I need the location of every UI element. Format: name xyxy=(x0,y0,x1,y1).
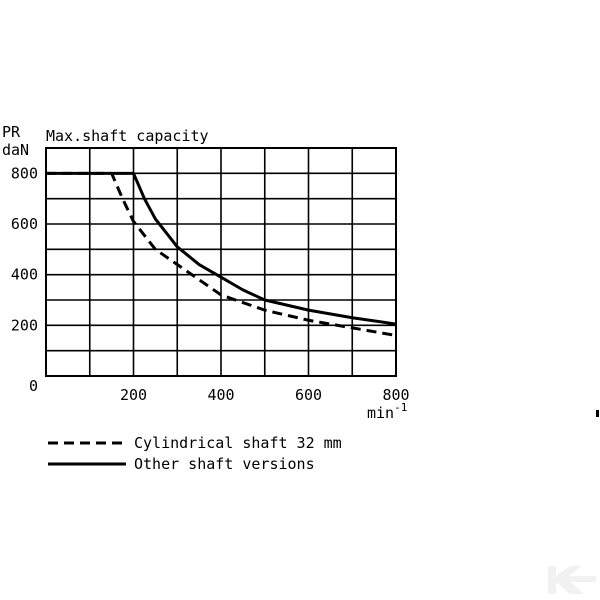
y-tick-label: 200 xyxy=(11,316,38,334)
plot-frame xyxy=(45,147,397,377)
legend: Cylindrical shaft 32 mm Other shaft versi… xyxy=(48,434,342,473)
series-line-other-shaft xyxy=(46,171,397,326)
y-tick-label: 800 xyxy=(11,164,38,182)
grid xyxy=(46,148,396,376)
x-tick-label: 600 xyxy=(295,386,322,404)
series-line-cylindrical-shaft xyxy=(46,171,397,337)
y-tick-label: 400 xyxy=(11,266,38,284)
x-axis-label-unit: min xyxy=(367,404,394,422)
y-axis-label-pr: PR xyxy=(2,123,21,141)
origin-label: 0 xyxy=(29,377,38,395)
legend-label: Other shaft versions xyxy=(134,455,315,473)
x-tick-label: 200 xyxy=(120,386,147,404)
brand-logo-icon xyxy=(548,566,596,594)
x-axis-label: min-1 xyxy=(367,401,407,422)
legend-label: Cylindrical shaft 32 mm xyxy=(134,434,342,452)
y-tick-label: 600 xyxy=(11,215,38,233)
x-axis-label-exponent: -1 xyxy=(394,401,407,414)
series-lines xyxy=(46,171,397,337)
edge-mark xyxy=(596,410,599,417)
y-axis-label-unit: daN xyxy=(2,141,29,159)
tick-labels: 200 400 600 800 200 400 600 800 xyxy=(11,164,410,404)
x-tick-label: 800 xyxy=(382,386,409,404)
chart-title: Max.shaft capacity xyxy=(46,127,209,145)
x-tick-label: 400 xyxy=(207,386,234,404)
